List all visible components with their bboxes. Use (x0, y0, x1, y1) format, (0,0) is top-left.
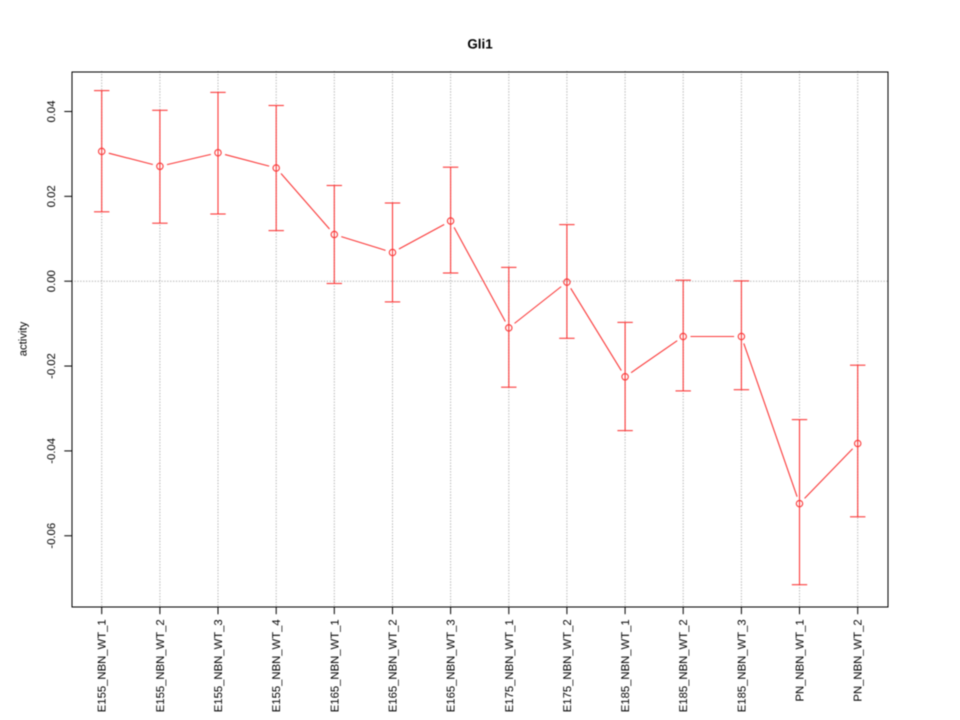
svg-text:E185_NBN_WT_3: E185_NBN_WT_3 (736, 619, 748, 712)
svg-text:E155_NBN_WT_2: E155_NBN_WT_2 (155, 619, 167, 712)
svg-text:-0.02: -0.02 (46, 353, 58, 379)
svg-text:E165_NBN_WT_1: E165_NBN_WT_1 (329, 619, 341, 712)
svg-text:E185_NBN_WT_2: E185_NBN_WT_2 (678, 619, 690, 712)
svg-text:PN_NBN_WT_2: PN_NBN_WT_2 (853, 619, 865, 701)
svg-text:E155_NBN_WT_1: E155_NBN_WT_1 (97, 619, 109, 712)
svg-text:0.00: 0.00 (46, 270, 58, 292)
svg-text:-0.04: -0.04 (46, 438, 58, 464)
svg-text:E175_NBN_WT_2: E175_NBN_WT_2 (562, 619, 574, 712)
svg-text:0.02: 0.02 (46, 185, 58, 207)
svg-text:-0.06: -0.06 (46, 523, 58, 549)
svg-text:E175_NBN_WT_1: E175_NBN_WT_1 (504, 619, 516, 712)
svg-text:activity: activity (18, 321, 30, 356)
svg-text:E155_NBN_WT_4: E155_NBN_WT_4 (271, 619, 283, 712)
svg-text:Gli1: Gli1 (467, 36, 493, 51)
svg-text:E165_NBN_WT_2: E165_NBN_WT_2 (388, 619, 400, 712)
svg-text:E165_NBN_WT_3: E165_NBN_WT_3 (446, 619, 458, 712)
svg-text:E155_NBN_WT_3: E155_NBN_WT_3 (213, 619, 225, 712)
svg-text:0.04: 0.04 (46, 101, 58, 123)
svg-text:E185_NBN_WT_1: E185_NBN_WT_1 (620, 619, 632, 712)
svg-text:PN_NBN_WT_1: PN_NBN_WT_1 (795, 619, 807, 701)
